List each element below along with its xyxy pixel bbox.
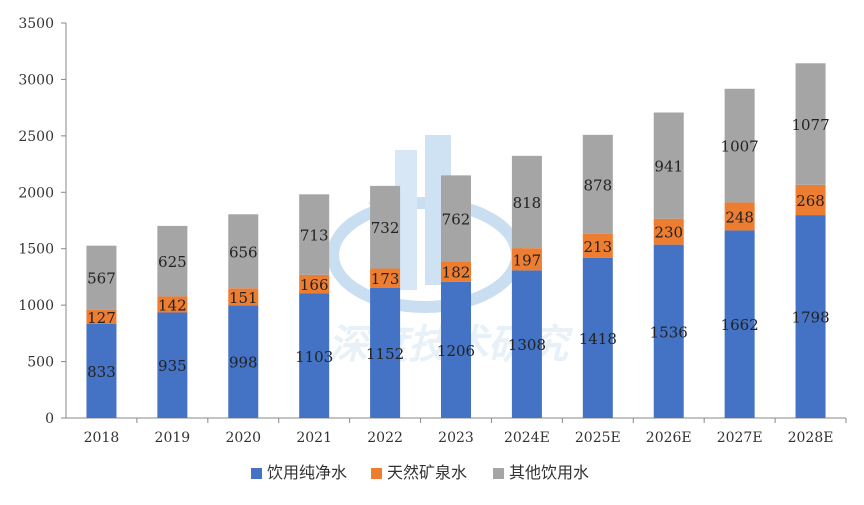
bar-segment bbox=[299, 274, 330, 294]
data-label: 1798 bbox=[791, 309, 829, 327]
bar-segment bbox=[582, 257, 613, 418]
data-label: 878 bbox=[583, 176, 612, 194]
data-label: 1103 bbox=[295, 348, 333, 366]
x-tick-label: 2018 bbox=[84, 430, 120, 446]
data-label: 818 bbox=[513, 194, 542, 212]
data-label: 1077 bbox=[791, 116, 829, 134]
data-label: 166 bbox=[300, 276, 329, 294]
data-label: 567 bbox=[87, 270, 116, 288]
y-tick-label: 2500 bbox=[18, 129, 54, 145]
data-label: 1206 bbox=[437, 342, 475, 360]
bar-segment bbox=[86, 245, 117, 310]
x-tick-label: 2024E bbox=[504, 430, 550, 446]
watermark-tower bbox=[395, 150, 417, 290]
x-tick-label: 2022 bbox=[367, 430, 403, 446]
bar-segment bbox=[653, 218, 684, 245]
bar-segment bbox=[441, 175, 471, 262]
data-label: 230 bbox=[654, 224, 683, 242]
x-tick-label: 2021 bbox=[296, 430, 332, 446]
x-tick-label: 2020 bbox=[225, 430, 261, 446]
legend-label: 其他饮用水 bbox=[509, 463, 589, 482]
y-tick-label: 0 bbox=[45, 411, 54, 427]
y-tick-label: 3500 bbox=[18, 16, 54, 32]
bar-segment bbox=[441, 281, 471, 418]
bar-segment bbox=[86, 323, 117, 418]
data-label: 1007 bbox=[721, 138, 759, 156]
bar-segment bbox=[724, 230, 755, 418]
data-label: 268 bbox=[796, 192, 825, 210]
x-tick-label: 2023 bbox=[438, 430, 474, 446]
data-label: 656 bbox=[229, 243, 258, 261]
bar-segment bbox=[441, 261, 471, 282]
legend-swatch bbox=[493, 468, 504, 479]
bar-segment bbox=[653, 244, 684, 418]
data-label: 1536 bbox=[650, 323, 688, 341]
bar-segment bbox=[370, 268, 401, 288]
data-label: 762 bbox=[442, 210, 471, 228]
data-label: 998 bbox=[229, 354, 258, 372]
bar-segment bbox=[795, 63, 826, 185]
legend-label: 天然矿泉水 bbox=[387, 463, 467, 482]
legend-swatch bbox=[371, 468, 382, 479]
data-label: 197 bbox=[513, 251, 542, 269]
x-tick-label: 2019 bbox=[155, 430, 191, 446]
bar-segment bbox=[299, 293, 330, 418]
bar-segment bbox=[511, 248, 542, 271]
x-ticks: 2018 2019 2020 2021 2022 2023 2024E 2025E 2026E 2… bbox=[84, 418, 847, 446]
x-tick-label: 2025E bbox=[575, 430, 621, 446]
data-label: 713 bbox=[300, 227, 329, 245]
bar-segment bbox=[653, 112, 684, 219]
data-label: 935 bbox=[158, 357, 187, 375]
y-tick-label: 1500 bbox=[18, 242, 54, 258]
data-label: 151 bbox=[229, 289, 258, 307]
data-label: 182 bbox=[442, 264, 471, 282]
bar-segment bbox=[228, 305, 259, 418]
data-label: 248 bbox=[725, 208, 754, 226]
data-label: 625 bbox=[158, 253, 187, 271]
bar-segment bbox=[795, 184, 826, 216]
y-tick-label: 500 bbox=[27, 355, 54, 371]
bar-segment bbox=[228, 214, 259, 289]
bar-segment bbox=[157, 225, 188, 297]
data-label: 142 bbox=[158, 296, 187, 314]
bar-segment bbox=[795, 215, 826, 418]
data-label: 1418 bbox=[579, 330, 617, 348]
x-tick-label: 2028E bbox=[788, 430, 834, 446]
data-label: 213 bbox=[583, 238, 612, 256]
legend: 饮用纯净水 天然矿泉水 其他饮用水 bbox=[251, 463, 589, 482]
bar-segment bbox=[228, 288, 259, 306]
bars: 833 127 567 935 142 625 998 151 656 1103 166 713 115… bbox=[86, 63, 830, 418]
y-ticks: 0 500 1000 1500 2000 2500 3000 3500 bbox=[18, 16, 66, 427]
data-label: 173 bbox=[371, 270, 400, 288]
data-label: 732 bbox=[371, 219, 400, 237]
bar-segment bbox=[157, 296, 188, 313]
data-label: 1152 bbox=[366, 345, 404, 363]
data-label: 833 bbox=[87, 363, 116, 381]
bar-segment bbox=[724, 202, 755, 231]
bar-segment bbox=[370, 185, 401, 269]
data-label: 941 bbox=[654, 158, 683, 176]
bar-segment bbox=[511, 155, 542, 249]
bar-segment bbox=[86, 309, 117, 324]
bar-segment bbox=[370, 287, 401, 418]
bar-segment bbox=[299, 194, 330, 275]
bar-segment bbox=[582, 233, 613, 258]
bar-segment bbox=[724, 88, 755, 203]
data-label: 1308 bbox=[508, 336, 546, 354]
y-tick-label: 1000 bbox=[18, 298, 54, 314]
x-tick-label: 2026E bbox=[646, 430, 692, 446]
legend-swatch bbox=[251, 468, 262, 479]
bar-segment bbox=[157, 312, 188, 418]
bar-segment bbox=[582, 134, 613, 234]
data-label: 127 bbox=[87, 309, 116, 327]
x-tick-label: 2027E bbox=[717, 430, 763, 446]
legend-label: 饮用纯净水 bbox=[267, 463, 347, 482]
y-tick-label: 3000 bbox=[18, 72, 54, 88]
data-label: 1662 bbox=[721, 316, 759, 334]
y-tick-label: 2000 bbox=[18, 185, 54, 201]
bar-segment bbox=[511, 270, 542, 418]
